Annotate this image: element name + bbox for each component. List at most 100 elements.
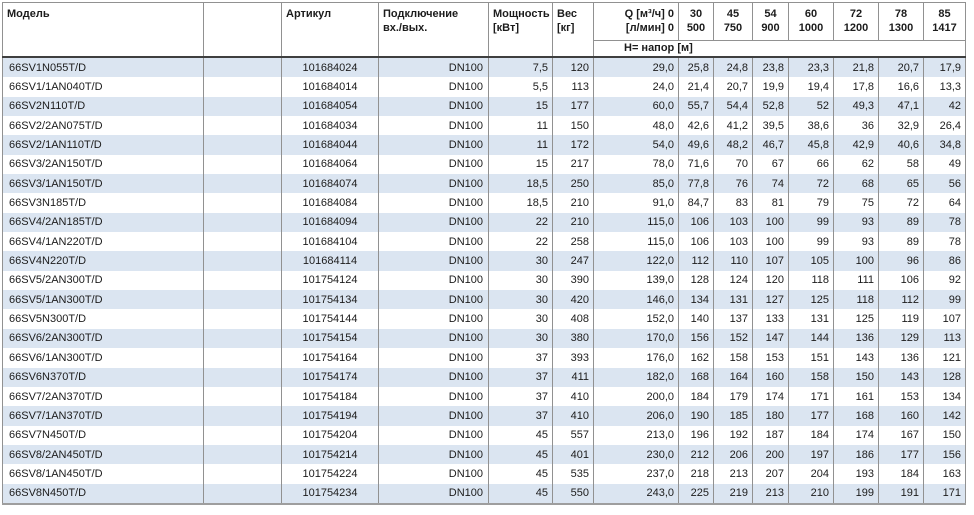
col-header-power-line1: Мощность [493, 8, 550, 20]
head-value-cell: 113 [923, 328, 966, 349]
head-at-zero-flow-cell: 78,0 [593, 154, 679, 175]
head-value-cell: 86 [923, 251, 966, 271]
blank-cell [203, 154, 282, 175]
model-cell: 66SV6/1AN300T/D [2, 348, 204, 368]
blank-cell [203, 193, 282, 213]
model-cell: 66SV2N110T/D [2, 96, 204, 117]
head-value-cell: 213 [713, 464, 753, 484]
table-header: Модель Артикул Подключение вх./вых. Мощн… [2, 2, 966, 58]
head-value-cell: 168 [678, 367, 714, 387]
blank-cell [203, 367, 282, 387]
head-value-cell: 23,3 [788, 57, 834, 78]
model-cell: 66SV5N300T/D [2, 309, 204, 329]
head-value-cell: 26,4 [923, 116, 966, 136]
table-row: 66SV6/1AN300T/D 101754164 DN100 37 393 1… [2, 348, 966, 368]
head-value-cell: 174 [833, 425, 879, 445]
model-cell: 66SV8N450T/D [2, 483, 204, 504]
head-value-cell: 125 [833, 309, 879, 329]
col-header-blank [203, 2, 282, 58]
head-value-cell: 55,7 [678, 96, 714, 117]
col-header-flow-point: 30 500 [678, 2, 714, 41]
head-value-cell: 99 [923, 290, 966, 310]
head-value-cell: 24,8 [713, 57, 753, 78]
weight-cell: 535 [552, 464, 594, 484]
connection-cell: DN100 [378, 154, 489, 175]
head-at-zero-flow-cell: 170,0 [593, 328, 679, 349]
article-cell: 101754144 [281, 309, 379, 329]
flow-m3h-label: 30 [689, 8, 703, 20]
head-value-cell: 81 [752, 193, 789, 213]
head-value-cell: 49,6 [678, 135, 714, 155]
head-value-cell: 206 [713, 444, 753, 465]
blank-cell [203, 116, 282, 136]
head-value-cell: 68 [833, 174, 879, 194]
blank-cell [203, 96, 282, 117]
head-value-cell: 196 [678, 425, 714, 445]
col-header-flow-rate: Q [м³/ч] 0 [л/мин] 0 [593, 2, 679, 41]
article-cell: 101754224 [281, 464, 379, 484]
head-value-cell: 219 [713, 483, 753, 504]
head-at-zero-flow-cell: 115,0 [593, 232, 679, 252]
head-value-cell: 103 [713, 232, 753, 252]
head-value-cell: 106 [878, 270, 924, 291]
blank-cell [203, 77, 282, 97]
head-value-cell: 191 [878, 483, 924, 504]
article-cell: 101754154 [281, 328, 379, 349]
weight-cell: 380 [552, 328, 594, 349]
head-at-zero-flow-cell: 24,0 [593, 77, 679, 97]
power-cell: 18,5 [488, 174, 553, 194]
blank-cell [203, 425, 282, 445]
head-value-cell: 13,3 [923, 77, 966, 97]
model-cell: 66SV1/1AN040T/D [2, 77, 204, 97]
flow-lmin-label: 1417 [932, 22, 957, 34]
connection-cell: DN100 [378, 348, 489, 368]
connection-cell: DN100 [378, 77, 489, 97]
model-cell: 66SV2/2AN075T/D [2, 116, 204, 136]
power-cell: 37 [488, 367, 553, 387]
head-at-zero-flow-cell: 182,0 [593, 367, 679, 387]
head-value-cell: 124 [713, 270, 753, 291]
head-value-cell: 78 [923, 232, 966, 252]
connection-cell: DN100 [378, 270, 489, 291]
head-value-cell: 164 [713, 367, 753, 387]
table-row: 66SV6/2AN300T/D 101754154 DN100 30 380 1… [2, 328, 966, 349]
blank-cell [203, 328, 282, 349]
head-value-cell: 21,4 [678, 77, 714, 97]
col-header-flow-point: 78 1300 [878, 2, 924, 41]
head-value-cell: 179 [713, 386, 753, 407]
connection-cell: DN100 [378, 232, 489, 252]
head-value-cell: 112 [678, 251, 714, 271]
table-row: 66SV5/1AN300T/D 101754134 DN100 30 420 1… [2, 290, 966, 310]
weight-cell: 557 [552, 425, 594, 445]
table-row: 66SV7/2AN370T/D 101754184 DN100 37 410 2… [2, 386, 966, 407]
head-value-cell: 70 [713, 154, 753, 175]
head-value-cell: 128 [923, 367, 966, 387]
article-cell: 101754234 [281, 483, 379, 504]
flow-lmin-label: 1000 [798, 22, 824, 34]
article-cell: 101684014 [281, 77, 379, 97]
connection-cell: DN100 [378, 406, 489, 426]
table-row: 66SV5N300T/D 101754144 DN100 30 408 152,… [2, 309, 966, 329]
connection-cell: DN100 [378, 174, 489, 194]
head-value-cell: 71,6 [678, 154, 714, 175]
blank-cell [203, 386, 282, 407]
article-cell: 101754124 [281, 270, 379, 291]
flow-m3h-label: 45 [726, 8, 740, 20]
head-value-cell: 84,7 [678, 193, 714, 213]
connection-cell: DN100 [378, 386, 489, 407]
head-value-cell: 131 [788, 309, 834, 329]
weight-cell: 550 [552, 483, 594, 504]
head-value-cell: 171 [788, 386, 834, 407]
blank-cell [203, 406, 282, 426]
head-value-cell: 121 [923, 348, 966, 368]
head-value-cell: 143 [878, 367, 924, 387]
article-cell: 101684114 [281, 251, 379, 271]
weight-cell: 420 [552, 290, 594, 310]
head-value-cell: 213 [752, 483, 789, 504]
connection-cell: DN100 [378, 483, 489, 504]
head-value-cell: 167 [878, 425, 924, 445]
head-at-zero-flow-cell: 115,0 [593, 212, 679, 233]
model-cell: 66SV2/1AN110T/D [2, 135, 204, 155]
col-header-power: Мощность [кВт] [488, 2, 553, 58]
col-header-flow-point: 85 1417 [923, 2, 966, 41]
